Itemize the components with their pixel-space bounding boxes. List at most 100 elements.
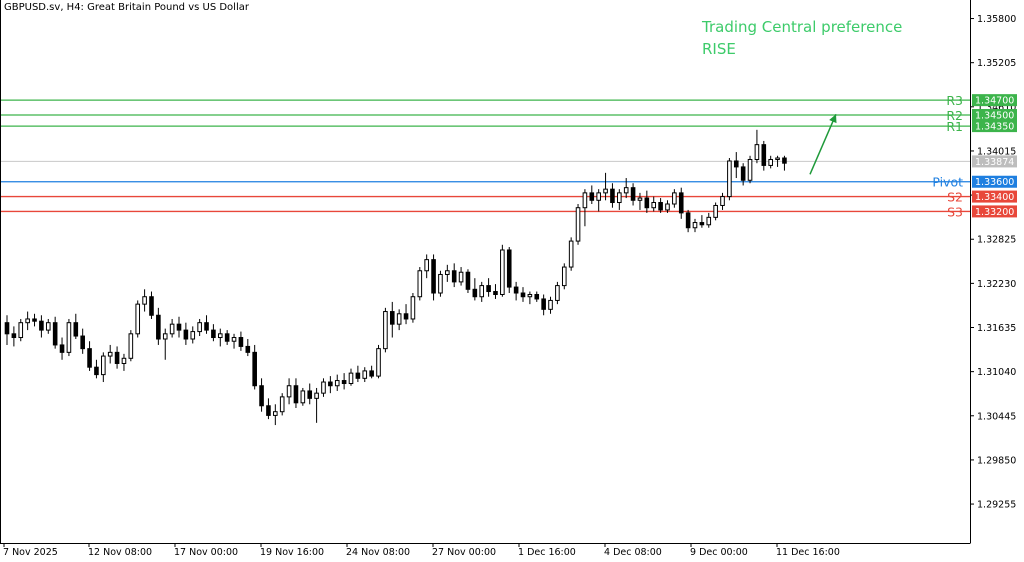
candle bbox=[740, 163, 746, 186]
candle-body-bull bbox=[775, 157, 780, 160]
candle bbox=[754, 129, 760, 164]
candle-body-bear bbox=[328, 381, 333, 387]
candle bbox=[520, 287, 526, 302]
candle-body-bull bbox=[651, 202, 657, 209]
candle bbox=[217, 328, 223, 347]
time-tick-label: 9 Dec 00:00 bbox=[690, 547, 748, 558]
candle bbox=[224, 330, 230, 345]
candle bbox=[252, 344, 257, 390]
candle-body-bear bbox=[699, 222, 705, 226]
candle bbox=[692, 218, 698, 233]
candle bbox=[383, 307, 388, 353]
candle-body-bull bbox=[603, 188, 608, 194]
candle bbox=[458, 267, 464, 286]
candle-body-bear bbox=[589, 192, 595, 201]
level-tag-s3-text: 1.33200 bbox=[975, 207, 1014, 218]
candle bbox=[321, 378, 326, 397]
candle bbox=[424, 254, 429, 279]
candle bbox=[66, 318, 72, 357]
candle bbox=[500, 244, 505, 297]
candle-body-bull bbox=[479, 285, 485, 298]
candle bbox=[672, 189, 677, 208]
candle-body-bear bbox=[534, 293, 540, 300]
candle-body-bear bbox=[176, 323, 182, 331]
candle bbox=[389, 301, 395, 338]
candle-body-bear bbox=[52, 322, 58, 346]
candle-body-bull bbox=[25, 318, 30, 324]
candle-body-bear bbox=[73, 322, 79, 337]
candle bbox=[541, 294, 546, 316]
candle bbox=[121, 353, 127, 371]
candle bbox=[617, 189, 622, 210]
candle bbox=[18, 318, 24, 342]
candle bbox=[575, 203, 581, 245]
candle-body-bear bbox=[39, 320, 44, 331]
candle bbox=[328, 376, 333, 394]
candle-body-bear bbox=[630, 187, 636, 201]
candle bbox=[451, 263, 457, 288]
candle bbox=[527, 291, 533, 305]
candle bbox=[114, 346, 120, 369]
candle-body-bull bbox=[692, 222, 698, 229]
candle bbox=[665, 200, 670, 213]
price-tick-label: 1.34610 bbox=[977, 102, 1016, 113]
candle-body-bull bbox=[217, 333, 223, 339]
candle bbox=[713, 202, 718, 221]
price-tick-label: 1.35205 bbox=[977, 58, 1016, 69]
time-tick-label: 24 Nov 08:00 bbox=[346, 547, 410, 558]
candle-body-bull bbox=[334, 380, 340, 387]
price-tick-label: 1.35800 bbox=[977, 14, 1016, 25]
candle-body-bull bbox=[747, 158, 753, 181]
candle bbox=[314, 387, 319, 423]
time-tick-label: 11 Dec 16:00 bbox=[776, 547, 840, 558]
candle-body-bull bbox=[348, 372, 354, 385]
candle-body-bull bbox=[279, 396, 285, 413]
candle-body-bull bbox=[107, 351, 113, 357]
candle-body-bear bbox=[761, 144, 767, 166]
candle bbox=[548, 296, 553, 314]
candle-body-bull bbox=[568, 240, 574, 268]
trend-arrow bbox=[809, 113, 837, 175]
candle bbox=[73, 313, 79, 340]
candle-body-bear bbox=[293, 385, 299, 404]
candle-body-bull bbox=[596, 192, 601, 201]
candle bbox=[727, 158, 732, 201]
candle-body-bull bbox=[548, 299, 553, 310]
candle bbox=[465, 269, 471, 294]
candle-body-bear bbox=[658, 202, 663, 211]
candle-body-bear bbox=[32, 318, 37, 322]
candle bbox=[307, 383, 313, 405]
candle-body-bull bbox=[637, 197, 643, 201]
level-tag-s2-bg bbox=[972, 190, 1017, 203]
candle-body-bear bbox=[493, 291, 498, 295]
candle-body-bull bbox=[754, 144, 760, 160]
candle bbox=[25, 311, 30, 331]
candle-body-bull bbox=[135, 303, 141, 335]
candle-body-bull bbox=[575, 207, 581, 242]
candle bbox=[733, 152, 739, 179]
candle-body-bull bbox=[231, 337, 237, 342]
candle-body-bull bbox=[169, 323, 175, 335]
level-tag-pivot-text: 1.33600 bbox=[975, 177, 1014, 188]
candle bbox=[582, 189, 588, 227]
level-tag-r2-text: 1.34500 bbox=[975, 110, 1014, 121]
candle bbox=[87, 341, 92, 371]
candle bbox=[32, 313, 37, 327]
current-price-tag-text: 1.33874 bbox=[975, 157, 1014, 168]
candle-body-bear bbox=[644, 197, 650, 209]
time-axis[interactable]: 7 Nov 2025 12 Nov 08:00 17 Nov 00:00 19 Nov… bbox=[3, 543, 840, 558]
candle bbox=[59, 337, 65, 360]
time-tick-label: 19 Nov 16:00 bbox=[260, 547, 324, 558]
candle-body-bear bbox=[486, 285, 491, 293]
candle-body-bull bbox=[190, 331, 196, 340]
candle-body-bull bbox=[321, 381, 326, 394]
candle bbox=[630, 183, 636, 206]
time-tick-label: 27 Nov 00:00 bbox=[432, 547, 496, 558]
candle bbox=[156, 307, 161, 345]
candle bbox=[438, 270, 443, 297]
candle-body-bull bbox=[561, 266, 567, 287]
